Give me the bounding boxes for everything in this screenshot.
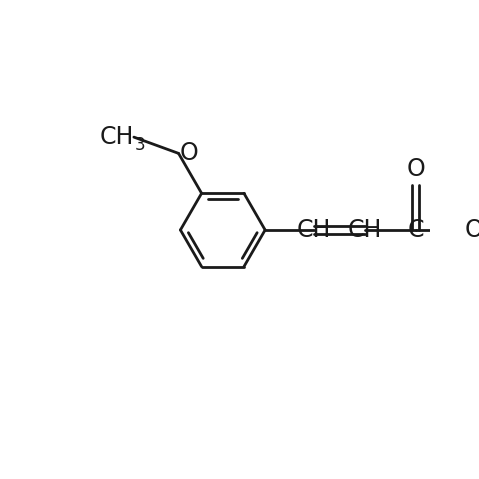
- Text: O: O: [179, 141, 198, 165]
- Text: CH: CH: [297, 218, 331, 242]
- Text: 3: 3: [135, 136, 145, 154]
- Text: O: O: [406, 158, 425, 182]
- Text: CH: CH: [347, 218, 382, 242]
- Text: CH: CH: [100, 125, 134, 149]
- Text: C: C: [407, 218, 424, 242]
- Text: OH: OH: [465, 218, 479, 242]
